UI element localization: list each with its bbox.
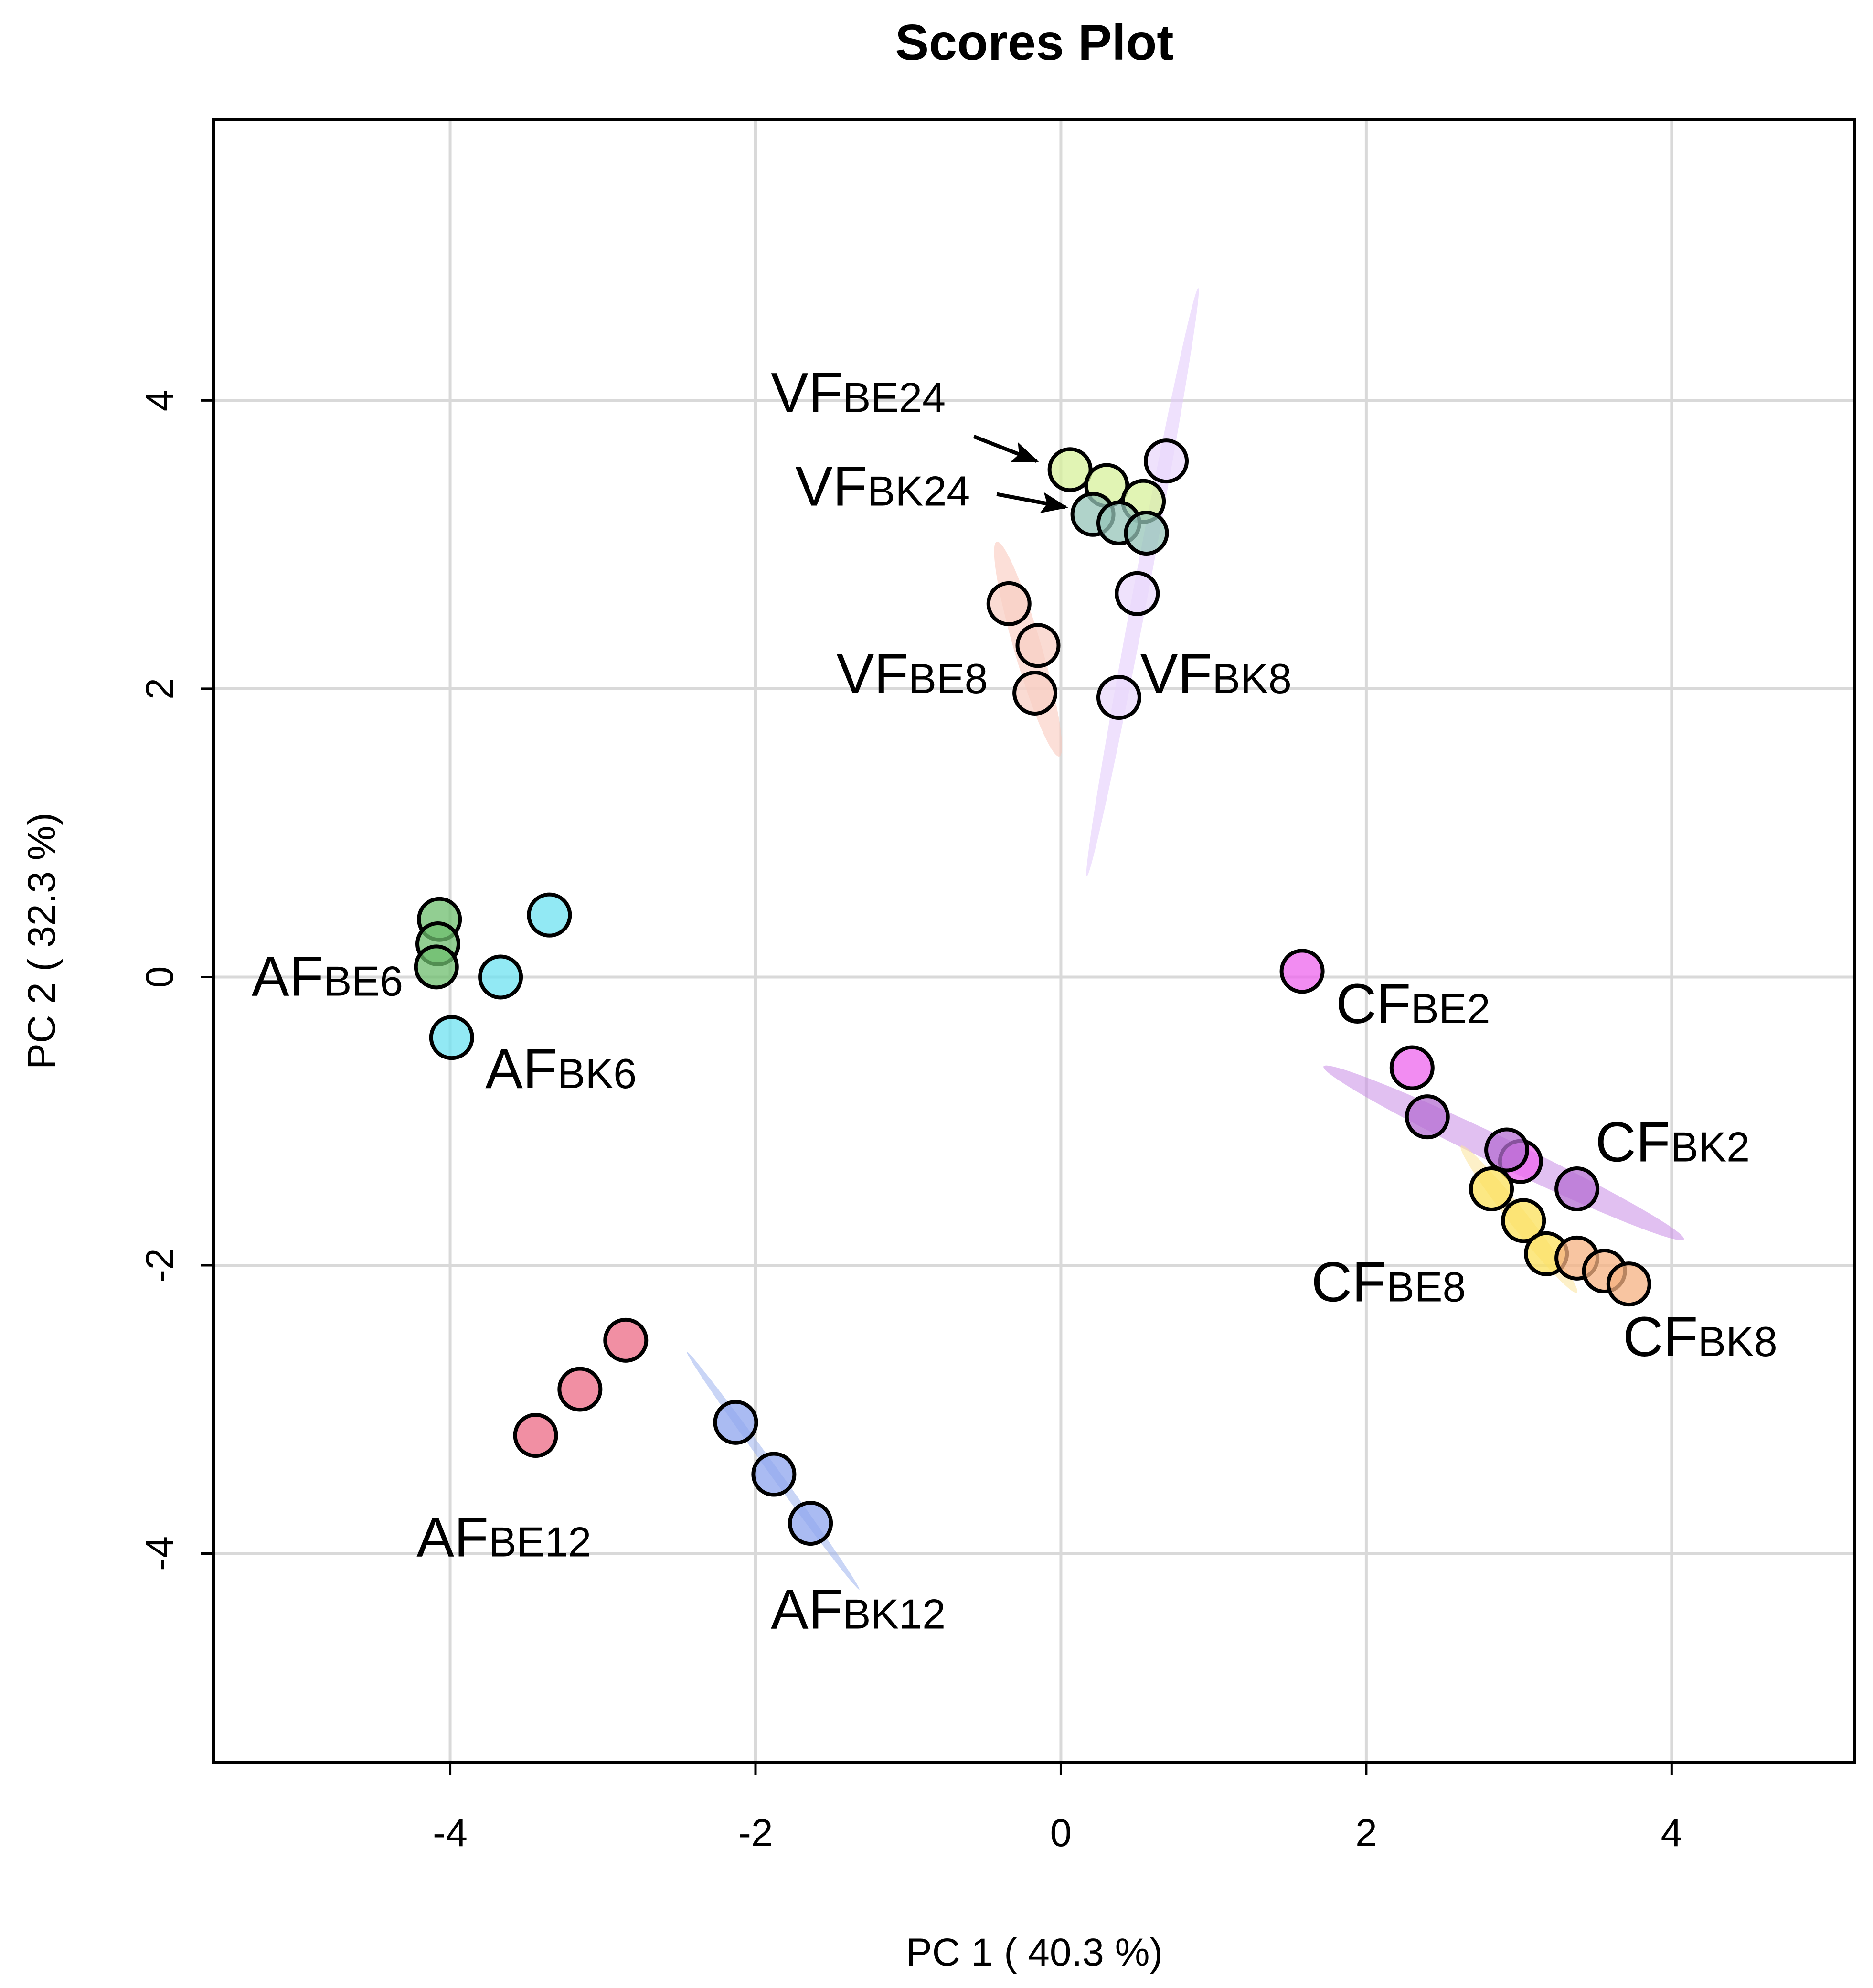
- x-tick-label: 2: [1355, 1811, 1377, 1855]
- point-cfbe8: [1501, 1198, 1546, 1243]
- y-axis-label: PC 2 ( 32.3 %): [20, 812, 64, 1069]
- label-arrows: [973, 435, 1068, 513]
- x-tick-label: -2: [738, 1811, 773, 1855]
- point-afbk12: [751, 1452, 797, 1497]
- point-vfbe8: [1012, 670, 1058, 716]
- plot-frame: [212, 118, 1856, 1764]
- x-tick-label: -4: [433, 1811, 468, 1855]
- chart-title: Scores Plot: [895, 14, 1173, 71]
- point-cfbe8: [1469, 1166, 1514, 1212]
- point-vfbk8: [1144, 438, 1189, 484]
- point-cfbk2: [1554, 1166, 1600, 1212]
- axes: -4 -2 0 2 4 -4 -2 0 2 4: [138, 390, 1682, 1855]
- point-afbe12: [557, 1367, 603, 1412]
- label-afbe12: AFBE12: [416, 1506, 591, 1569]
- point-afbk12: [713, 1400, 758, 1445]
- score-points: [414, 438, 1651, 1546]
- point-afbk6: [527, 892, 572, 938]
- point-vfbk8: [1115, 571, 1160, 616]
- label-vfbk24: VFBK24: [795, 455, 970, 518]
- y-tick-label: 2: [138, 678, 181, 700]
- point-afbe6: [414, 944, 459, 990]
- label-vfbk8: VFBK8: [1140, 642, 1292, 705]
- group-labels: VFBE24 VFBK24 VFBE8 VFBK8 AFBE6 AFBK6 AFBE12 AF…: [252, 362, 1777, 1641]
- point-vfbk8: [1096, 675, 1141, 720]
- point-afbe12: [513, 1413, 558, 1458]
- y-tick-label: 0: [138, 966, 181, 988]
- point-afbk6: [478, 954, 523, 1000]
- point-cfbk8: [1606, 1261, 1651, 1307]
- y-tick-label: -2: [138, 1248, 181, 1283]
- y-tick-label: -4: [138, 1536, 181, 1571]
- x-tick-label: 0: [1050, 1811, 1072, 1855]
- point-cfbk2: [1484, 1127, 1530, 1173]
- label-cfbk8: CFBK8: [1623, 1305, 1777, 1368]
- point-vfbe8: [986, 581, 1032, 626]
- point-afbk6: [429, 1015, 474, 1060]
- label-cfbe2: CFBE2: [1336, 973, 1490, 1036]
- point-cfbk2: [1405, 1094, 1450, 1140]
- point-afbe12: [603, 1317, 649, 1363]
- point-vfbk24: [1124, 511, 1169, 556]
- point-vfbe24: [1047, 447, 1093, 492]
- arrow-vfbk24: [996, 492, 1068, 513]
- label-cfbe8: CFBE8: [1311, 1251, 1466, 1314]
- y-tick-label: 4: [138, 390, 181, 412]
- label-vfbe24: VFBE24: [771, 362, 946, 425]
- label-cfbk2: CFBK2: [1595, 1111, 1750, 1174]
- point-afbk12: [788, 1501, 833, 1546]
- label-vfbe8: VFBE8: [836, 642, 988, 705]
- point-cfbe2: [1389, 1045, 1435, 1090]
- x-tick-label: 4: [1661, 1811, 1683, 1855]
- label-afbe6: AFBE6: [252, 945, 403, 1008]
- point-vfbe8: [1015, 623, 1061, 668]
- x-axis-label: PC 1 ( 40.3 %): [906, 1931, 1163, 1974]
- label-afbk12: AFBK12: [771, 1578, 946, 1641]
- label-afbk6: AFBK6: [485, 1037, 637, 1101]
- point-cfbe2: [1279, 949, 1325, 994]
- arrow-vfbe24: [973, 435, 1039, 463]
